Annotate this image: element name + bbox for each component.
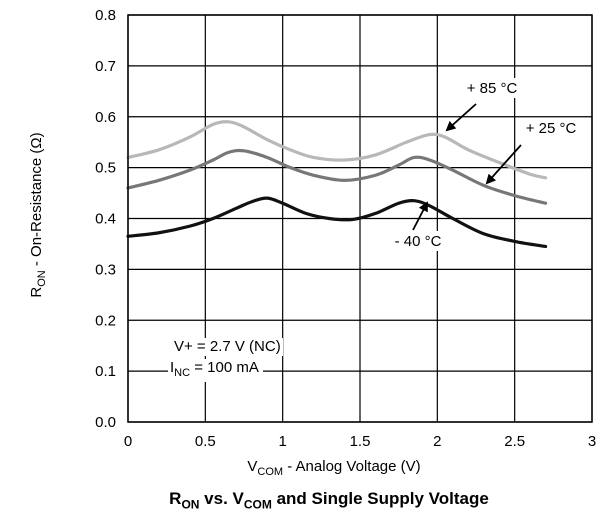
y-tick-label: 0.6 <box>95 109 116 126</box>
annotation-85c-label: + 85 °C <box>467 80 518 97</box>
y-tick-label: 0.7 <box>95 58 116 75</box>
y-axis-label: RON - On-Resistance (Ω) <box>28 132 48 297</box>
y-axis-label-symbol: R <box>28 286 45 298</box>
x-tick-label: 3 <box>588 433 596 450</box>
condition-current-subscript: NC <box>174 367 191 379</box>
x-tick-label: 2 <box>433 433 441 450</box>
condition-current-value: = 100 mA <box>190 359 259 376</box>
annotation-minus-40c-label: - 40 °C <box>395 233 442 250</box>
x-tick-label: 2.5 <box>504 433 525 450</box>
annotation-25c-background <box>518 118 584 138</box>
x-tick-label: 1.5 <box>350 433 371 450</box>
y-axis-label-subscript: ON <box>36 270 48 287</box>
annotation-minus-40c-arrow <box>412 201 428 231</box>
y-tick-label: 0.8 <box>95 7 116 24</box>
annotation-minus-40c-background <box>385 231 451 251</box>
y-tick-label: 0.5 <box>95 160 116 177</box>
caption-sub-1: ON <box>181 497 200 512</box>
condition-current-symbol: I <box>170 359 175 376</box>
x-tick-label: 0.5 <box>195 433 216 450</box>
y-tick-label: 0.3 <box>95 261 116 278</box>
x-axis-label-symbol: V <box>247 458 258 475</box>
x-tick-labels: 0 0.5 1 1.5 2 2.5 3 <box>124 433 596 450</box>
condition-current: INC = 100 mA <box>168 359 263 382</box>
y-tick-label: 0.2 <box>95 312 116 329</box>
x-axis-label: VCOM - Analog Voltage (V) <box>0 458 608 478</box>
y-tick-labels: 0.0 0.1 0.2 0.3 0.4 0.5 0.6 0.7 0.8 <box>95 7 116 431</box>
annotations: + 85 °C + 25 °C - 40 °C <box>385 78 584 251</box>
y-axis-label-text: - On-Resistance (Ω) <box>28 132 45 271</box>
series-lines <box>126 120 548 249</box>
y-tick-label: 0.0 <box>95 414 116 431</box>
x-axis-label-subscript: COM <box>257 466 284 478</box>
series-line-85c <box>126 120 548 180</box>
x-tick-label: 0 <box>124 433 132 450</box>
annotation-85c-arrow <box>445 103 477 132</box>
chart-caption: RON vs. VCOM and Single Supply Voltage <box>0 489 608 511</box>
y-tick-label: 0.4 <box>95 211 116 228</box>
caption-part-1: R <box>169 489 182 508</box>
annotation-25c-label: + 25 °C <box>526 120 577 137</box>
plot-frame <box>127 14 593 423</box>
caption-sub-2: COM <box>243 497 272 512</box>
y-tick-label: 0.1 <box>95 363 116 380</box>
condition-line-1: V+ = 2.7 V (NC) <box>174 338 281 355</box>
series-line-25c <box>126 148 548 205</box>
condition-supply-voltage: V+ = 2.7 V (NC) <box>172 338 283 356</box>
series-line-minus-40c <box>126 196 548 249</box>
caption-part-2: vs. V <box>199 489 244 508</box>
annotation-85c-background <box>459 78 525 98</box>
annotation-25c-arrow <box>485 144 522 185</box>
caption-part-3: and Single Supply Voltage <box>271 489 489 508</box>
x-tick-label: 1 <box>278 433 286 450</box>
x-axis-label-text: - Analog Voltage (V) <box>283 458 421 475</box>
